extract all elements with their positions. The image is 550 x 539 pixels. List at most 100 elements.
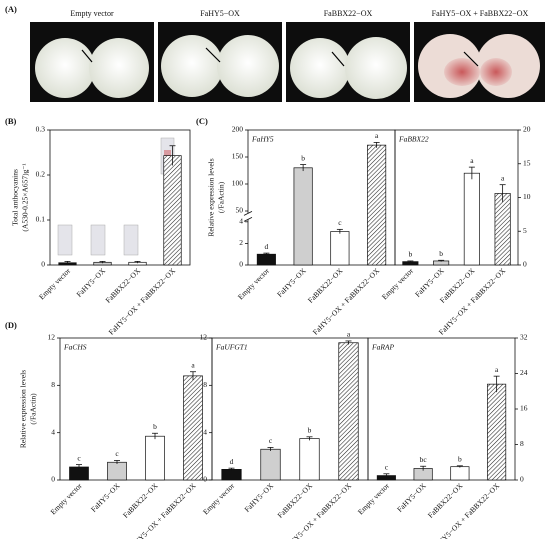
panel-label: (A) — [5, 4, 17, 14]
subplot-title: FaBBX22 — [398, 135, 429, 144]
bar — [494, 193, 511, 266]
x-tick-label: FaHY5−OX + FaBBX22−OX — [127, 481, 198, 539]
x-tick-label: FaHY5−OX + FaBBX22−OX — [107, 266, 178, 337]
bar — [145, 435, 165, 481]
y-axis-label: (A530-0.25×A657)g⁻¹ — [21, 163, 30, 231]
y-tick-label: 2 — [239, 238, 243, 247]
significance-letter: c — [115, 449, 119, 458]
y-tick-label: 0 — [203, 475, 207, 484]
x-tick-label: Empty vector — [37, 266, 72, 301]
x-tick-label: FaHY5−OX — [242, 481, 275, 514]
significance-letter: a — [501, 173, 505, 182]
petal — [345, 37, 407, 99]
petal — [217, 35, 279, 97]
y-tick-label: 15 — [523, 158, 531, 167]
pigment — [480, 58, 512, 86]
significance-letter: a — [191, 360, 195, 369]
y-tick-label: 8 — [520, 439, 524, 448]
subplot-title: FaRAP — [371, 343, 394, 352]
x-tick-label: Empty vector — [380, 266, 415, 301]
significance-letter: d — [230, 457, 234, 466]
y-tick-label: 150 — [232, 152, 244, 161]
y-tick-label: 8 — [203, 380, 207, 389]
bar — [487, 383, 507, 481]
y-tick-label: 12 — [200, 333, 208, 342]
axis-break-mark — [243, 217, 253, 222]
x-tick-label: FaBBX22−OX — [121, 481, 160, 520]
significance-letter: b — [153, 422, 157, 431]
significance-letter: c — [338, 218, 342, 227]
y-tick-label: 100 — [232, 179, 244, 188]
y-tick-label: 0 — [239, 260, 243, 269]
x-tick-label: Empty vector — [236, 266, 271, 301]
significance-letter: d — [265, 242, 269, 251]
y-tick-label: 4 — [239, 217, 243, 226]
bar — [221, 469, 242, 481]
y-tick-label: 50 — [236, 206, 244, 215]
x-tick-label: FaHY5−OX + FaBBX22−OX — [311, 266, 382, 337]
pigment — [444, 58, 480, 86]
y-tick-label: 0.3 — [36, 125, 46, 134]
significance-letter: c — [385, 463, 389, 472]
significance-letter: c — [77, 453, 81, 462]
photo-caption: FaHY5−OX + FaBBX22−OX — [432, 9, 529, 18]
petal — [161, 35, 223, 97]
bar — [450, 466, 470, 481]
axis-break — [243, 213, 253, 220]
significance-letter: b — [439, 249, 443, 258]
bar — [367, 144, 387, 266]
y-tick-label: 12 — [48, 333, 56, 342]
y-tick-label: 20 — [523, 125, 531, 134]
significance-letter: a — [347, 330, 351, 339]
photo-caption: FaBBX22−OX — [324, 9, 373, 18]
bar — [260, 448, 281, 481]
x-tick-label: FaHY5−OX + FaBBX22−OX — [283, 481, 354, 539]
panel-label: (D) — [5, 320, 17, 330]
y-tick-label: 10 — [523, 192, 531, 201]
y-tick-label: 0.2 — [36, 170, 46, 179]
plot-frame — [49, 129, 191, 266]
significance-letter: b — [458, 455, 462, 464]
x-tick-label: FaHY5−OX — [89, 481, 122, 514]
y-axis-label: (/FaActin) — [217, 181, 226, 213]
bar — [256, 253, 276, 266]
y-axis-label: (/FaActin) — [29, 393, 38, 425]
petal — [89, 38, 149, 98]
arrows — [81, 47, 479, 67]
petal — [290, 38, 350, 98]
x-tick-label: Empty vector — [201, 481, 236, 516]
significance-letter: a — [470, 156, 474, 165]
y-tick-label: 0 — [520, 475, 524, 484]
y-tick-label: 8 — [51, 380, 55, 389]
y-tick-label: 32 — [520, 333, 528, 342]
significance-letter: bc — [420, 455, 428, 464]
significance-letter: a — [375, 131, 379, 140]
y-tick-label: 16 — [520, 404, 528, 413]
x-tick-label: FaBBX22−OX — [426, 481, 465, 520]
y-tick-label: 200 — [232, 125, 244, 134]
x-tick-label: FaBBX22−OX — [276, 481, 315, 520]
bar — [107, 461, 127, 481]
y-tick-label: 24 — [520, 368, 528, 377]
y-axis-label: Relative expression levels — [207, 158, 216, 236]
x-tick-label: FaHY5−OX — [395, 481, 428, 514]
bar — [330, 231, 350, 266]
y-axis-label: Total anthocyanins — [11, 169, 20, 226]
photo-caption: FaHY5−OX — [200, 9, 240, 18]
y-tick-label: 4 — [203, 427, 207, 436]
significance-letter: b — [308, 426, 312, 435]
subplot-title: FaHY5 — [251, 135, 274, 144]
y-tick-label: 4 — [51, 427, 55, 436]
y-tick-label: 5 — [523, 226, 527, 235]
panel-label: (C) — [196, 116, 208, 126]
significance-letter: b — [409, 250, 413, 259]
cuvettes — [57, 137, 175, 256]
panel-label: (B) — [5, 116, 17, 126]
x-tick-label: FaHY5−OX — [275, 266, 308, 299]
bar — [183, 375, 203, 481]
bar — [299, 438, 320, 481]
y-tick-label: 0 — [51, 475, 55, 484]
bar — [338, 342, 359, 481]
bar — [463, 172, 480, 266]
